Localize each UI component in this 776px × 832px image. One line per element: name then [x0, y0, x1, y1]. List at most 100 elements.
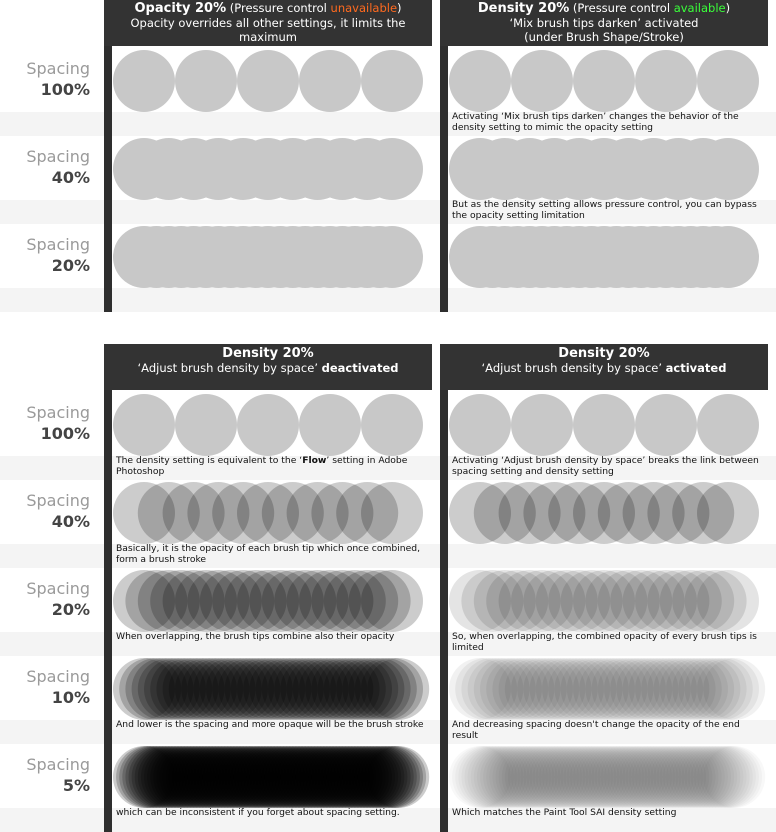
brush-tip	[168, 658, 231, 720]
brush-tip	[635, 570, 697, 632]
brush-tip	[486, 658, 549, 720]
brush-tip	[684, 658, 747, 720]
brush-tip	[171, 746, 234, 808]
spacing-label: Spacing 5%	[26, 755, 90, 795]
brush-tip	[330, 658, 392, 720]
panel-header-density-on: Density 20% ‘Adjust brush density by spa…	[440, 344, 768, 390]
spacing-label: Spacing 20%	[26, 579, 90, 619]
brush-tip	[336, 570, 399, 632]
brush-tip	[299, 394, 361, 456]
brush-tip	[548, 658, 611, 720]
brush-tip	[573, 570, 635, 632]
brush-tip	[449, 50, 511, 112]
caption: And lower is the spacing and more opaque…	[116, 719, 424, 730]
pressure-suffix: )	[397, 1, 402, 15]
brush-tip	[119, 658, 182, 720]
brush-tip	[150, 570, 213, 632]
brush-tip	[498, 570, 561, 632]
brush-tip	[697, 50, 759, 112]
brush-tip	[647, 482, 710, 544]
brush-tip	[361, 138, 423, 200]
brush-tip	[175, 658, 237, 720]
brush-tip	[703, 658, 766, 720]
brush-tip	[336, 482, 399, 544]
brush-tip	[227, 746, 290, 808]
panel-subtitle: ‘Adjust brush density by space’	[137, 361, 322, 375]
brush-tip	[187, 658, 250, 720]
brush-stroke-flat	[449, 394, 759, 456]
brush-tip	[473, 482, 536, 544]
brush-tip	[361, 50, 423, 112]
brush-tip	[342, 746, 405, 808]
brush-tip	[218, 746, 281, 808]
brush-tip	[302, 746, 365, 808]
brush-tip	[323, 746, 386, 808]
row-band	[0, 456, 776, 480]
brush-tip	[237, 746, 299, 808]
brush-tip	[647, 570, 710, 632]
brush-tip	[116, 746, 179, 808]
brush-tip	[237, 482, 299, 544]
brush-tip	[243, 746, 306, 808]
brush-stroke-layered	[113, 658, 430, 720]
brush-tip	[268, 658, 330, 720]
brush-tip	[535, 658, 598, 720]
brush-tip	[175, 570, 237, 632]
brush-tip	[449, 482, 511, 544]
brush-stroke-flat	[449, 138, 759, 200]
brush-tip	[361, 746, 423, 808]
brush-tip	[305, 658, 368, 720]
brush-stroke-flat	[113, 226, 423, 288]
brush-tip	[326, 746, 389, 808]
caption: Which matches the Paint Tool SAI density…	[452, 807, 677, 818]
brush-tip	[274, 658, 337, 720]
brush-tip	[342, 658, 405, 720]
brush-tip	[122, 746, 185, 808]
brush-tip	[137, 570, 200, 632]
brush-tip	[635, 394, 697, 456]
brush-tip	[345, 746, 408, 808]
brush-tip	[591, 658, 654, 720]
brush-tip	[137, 746, 200, 808]
brush-stroke-layered	[113, 482, 423, 544]
pressure-label: (Pressure control	[226, 1, 331, 15]
brush-tip	[125, 570, 188, 632]
brush-stroke-flat	[449, 50, 759, 112]
brush-tip	[616, 658, 679, 720]
brush-tip	[314, 746, 377, 808]
brush-tip	[573, 394, 635, 456]
brush-tip	[261, 746, 324, 808]
brush-tip	[137, 658, 200, 720]
brush-tip	[199, 658, 262, 720]
brush-tip	[140, 746, 203, 808]
brush-tip	[320, 746, 383, 808]
brush-tip	[361, 482, 423, 544]
brush-tip	[283, 746, 346, 808]
brush-tip	[299, 746, 361, 808]
brush-tip	[255, 746, 318, 808]
brush-tip	[258, 746, 321, 808]
brush-tip	[697, 570, 759, 632]
panel-title: Opacity 20%	[134, 1, 227, 16]
brush-tip	[672, 570, 735, 632]
brush-tip	[274, 570, 337, 632]
brush-tip	[153, 746, 216, 808]
brush-tip	[449, 658, 511, 720]
brush-tip	[113, 50, 175, 112]
brush-tip	[641, 658, 704, 720]
brush-tip	[193, 746, 256, 808]
brush-stroke-flat	[113, 50, 423, 112]
brush-tip	[311, 746, 374, 808]
brush-tip	[125, 658, 188, 720]
brush-tip	[240, 746, 303, 808]
brush-tip	[150, 658, 213, 720]
caption: which can be inconsistent if you forget …	[116, 807, 400, 818]
panel-title: Density 20%	[222, 346, 314, 361]
brush-tip	[212, 746, 275, 808]
brush-tip	[336, 746, 399, 808]
brush-tip	[277, 746, 340, 808]
spacing-label: Spacing 100%	[26, 403, 90, 443]
brush-tip	[367, 746, 430, 808]
brush-tip	[659, 658, 722, 720]
brush-tip	[361, 394, 423, 456]
